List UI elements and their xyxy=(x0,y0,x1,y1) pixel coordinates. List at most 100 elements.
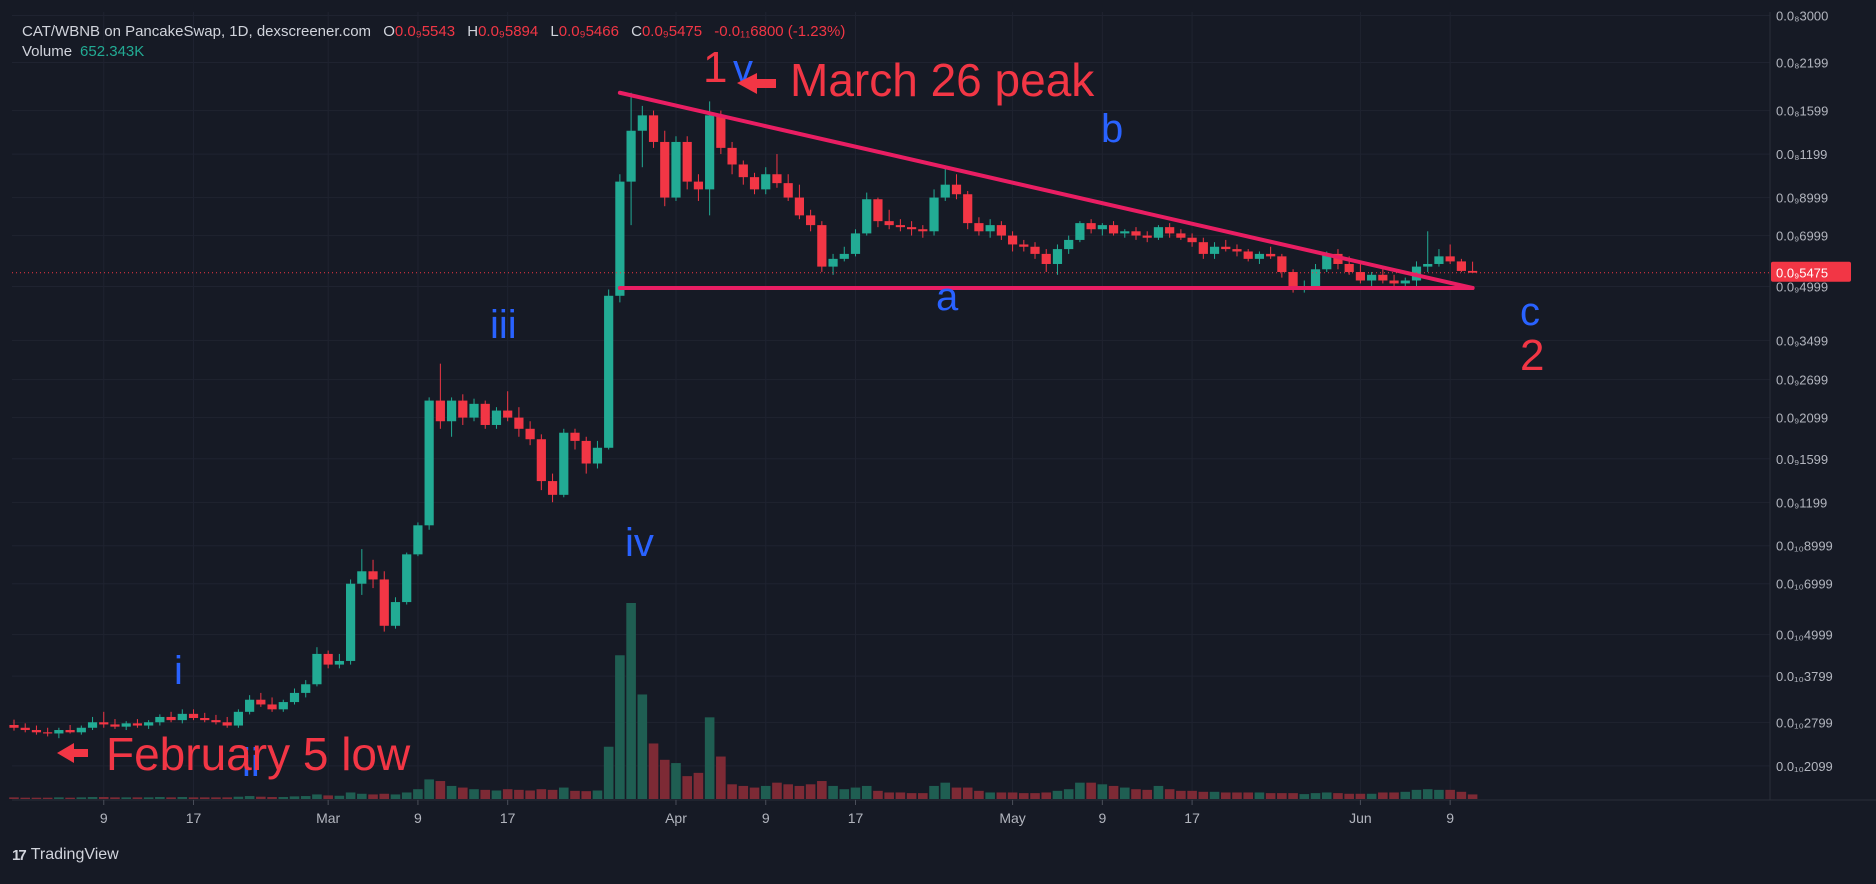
candle-body xyxy=(65,730,75,733)
candle-body xyxy=(1030,246,1040,254)
candle-body xyxy=(536,439,546,482)
change-value: -0.0₁₁6800 (-1.23%) xyxy=(714,23,846,40)
volume-bar xyxy=(1052,790,1063,799)
candle-body xyxy=(1344,263,1354,273)
volume-bar xyxy=(1075,782,1085,799)
candle-body xyxy=(357,571,367,584)
candle-body xyxy=(1367,274,1377,281)
volume-value: 652.343K xyxy=(80,43,145,60)
volume-bar xyxy=(1422,789,1433,799)
volume-bar xyxy=(244,796,255,799)
volume-bar xyxy=(1378,792,1388,799)
price-tick-label: 0.0₉6999 xyxy=(1776,229,1828,244)
volume-bar xyxy=(1434,789,1444,799)
volume-bar xyxy=(536,789,547,799)
volume-bar xyxy=(873,790,883,799)
candle-body xyxy=(570,432,580,441)
volume-bar xyxy=(985,792,995,799)
candle-body xyxy=(1108,225,1119,234)
time-tick-label: 9 xyxy=(100,810,108,826)
volume-bar xyxy=(962,787,973,799)
last-price-label: 0.0₉5475 xyxy=(1776,266,1828,281)
candle-body xyxy=(54,730,64,734)
volume-bar xyxy=(581,791,592,799)
volume-bar xyxy=(502,789,513,799)
annotation-february-5-low: February 5 low xyxy=(106,728,411,780)
volume-bar xyxy=(1355,793,1366,799)
volume-bar xyxy=(1265,793,1276,799)
volume-bar xyxy=(289,796,300,799)
volume-bar xyxy=(42,797,53,799)
volume-bar xyxy=(1187,790,1197,799)
volume-bar xyxy=(368,794,378,799)
volume-bar xyxy=(626,603,636,799)
price-axis[interactable]: 0.0₈3000 0.0₈2199 0.0₈1599 0.0₈1199 0.0₉8999… xyxy=(1776,9,1833,774)
volume-bar xyxy=(1153,785,1164,799)
time-tick-label: Mar xyxy=(316,810,340,826)
candle-body xyxy=(660,141,670,198)
volume-bar xyxy=(1119,787,1130,799)
volume-bar xyxy=(951,787,962,799)
volume-bar xyxy=(704,717,715,799)
annotation-march-26-peak: March 26 peak xyxy=(790,54,1095,106)
volume-bar xyxy=(772,782,782,799)
candle-body xyxy=(1153,227,1164,238)
candle-body xyxy=(480,403,490,425)
volume-bar xyxy=(435,781,446,799)
symbol-title[interactable]: CAT/WBNB on PancakeSwap, 1D, dexscreener… xyxy=(22,23,372,40)
volume-bar xyxy=(1277,793,1287,799)
volume-bar xyxy=(300,796,311,799)
candle-body xyxy=(1445,256,1455,262)
volume-bar xyxy=(413,789,423,799)
candle-body xyxy=(951,184,962,195)
volume-bar xyxy=(87,797,98,799)
candle-body xyxy=(1355,272,1365,281)
volume-bar xyxy=(334,795,345,799)
candle-body xyxy=(233,711,243,726)
volume-bar xyxy=(1254,792,1265,799)
volume-bar xyxy=(783,784,793,799)
candle-body xyxy=(177,713,187,721)
candle-body xyxy=(1389,280,1399,284)
candle-body xyxy=(323,653,333,665)
high-label: H xyxy=(467,23,479,40)
candle-body xyxy=(918,229,928,232)
close-label: C xyxy=(631,23,642,40)
annotation-c: c xyxy=(1520,290,1540,334)
time-tick-label: 9 xyxy=(762,810,770,826)
candle-body xyxy=(245,699,255,712)
time-axis[interactable]: 9 17 Mar 9 17 Apr 9 17 May 9 17 Jun 9 xyxy=(100,800,1454,826)
volume-bar xyxy=(1389,792,1399,799)
volume-bar xyxy=(1086,782,1096,799)
volume-bar xyxy=(1310,793,1321,799)
volume-bar xyxy=(749,787,760,799)
volume-label[interactable]: Volume xyxy=(22,43,73,60)
candle-body xyxy=(1434,256,1444,264)
candle-body xyxy=(1131,231,1141,236)
volume-bar xyxy=(671,763,681,799)
volume-bar xyxy=(379,793,390,799)
candle-body xyxy=(1288,272,1298,288)
candle-body xyxy=(31,730,42,733)
candle-body xyxy=(525,428,535,440)
price-tick-label: 0.0₈1199 xyxy=(1776,147,1827,162)
price-tick-label: 0.0₈1599 xyxy=(1776,104,1828,119)
candle-body xyxy=(1400,280,1410,284)
price-tick-label: 0.0₁₀2099 xyxy=(1776,759,1833,774)
february-low-arrow-icon xyxy=(57,743,88,763)
trendline-upper[interactable] xyxy=(617,90,1475,290)
candle-body xyxy=(1243,251,1253,259)
candle-body xyxy=(1423,263,1433,267)
volume-bar xyxy=(469,789,479,799)
volume-bar xyxy=(132,797,143,799)
price-tick-label: 0.0₁₀6999 xyxy=(1776,577,1833,592)
candle-body xyxy=(996,225,1006,236)
candle-body xyxy=(424,400,434,526)
volume-bar xyxy=(940,782,951,799)
tradingview-logo[interactable]: 17 TradingView xyxy=(12,846,119,864)
volume-bar xyxy=(727,784,737,799)
price-tick-label: 0.0₉8999 xyxy=(1776,191,1828,206)
volume-bar xyxy=(1176,790,1186,799)
candle-body xyxy=(985,225,995,232)
volume-bar xyxy=(525,790,535,799)
